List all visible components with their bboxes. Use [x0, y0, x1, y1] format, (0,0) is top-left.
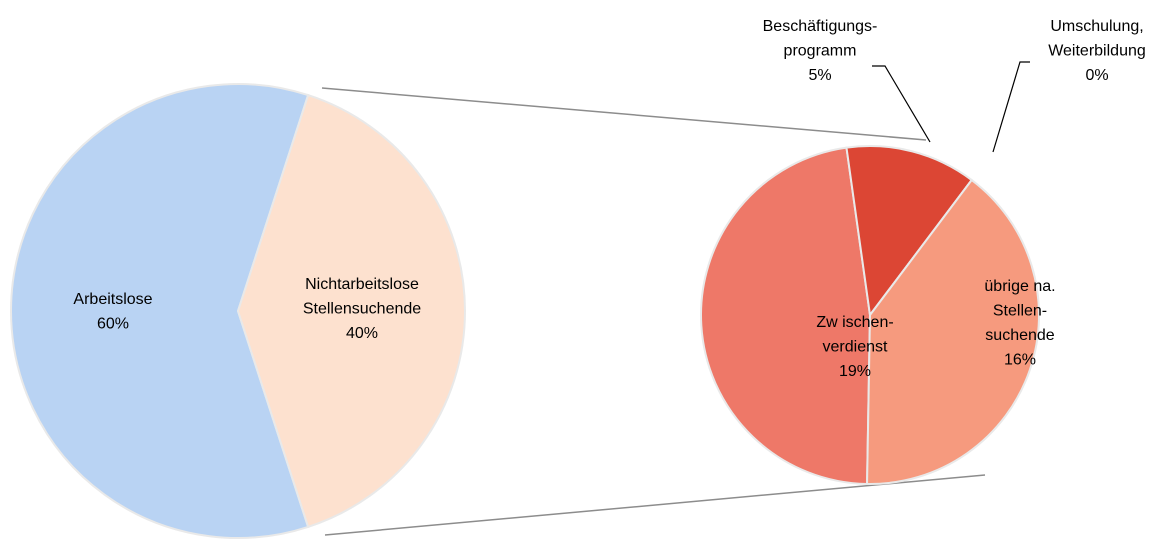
slice-value-label: 16% [1004, 352, 1036, 369]
leader-line [872, 65, 931, 143]
slice-label: suchende [985, 327, 1054, 344]
slice-value-label: 0% [1085, 67, 1108, 84]
pie-slice [866, 178, 1040, 485]
pie-slice [845, 145, 974, 318]
slice-value-label: 5% [808, 67, 831, 84]
connector-line [324, 474, 986, 536]
slice-label: verdienst [823, 339, 888, 356]
slice-label: Weiterbildung [1048, 43, 1146, 60]
leader-line [992, 61, 1030, 153]
slice-label: Nichtarbeitslose [305, 276, 419, 293]
slice-value-label: 19% [839, 363, 871, 380]
pie-slice [700, 146, 872, 485]
slice-label: Zw ischen- [816, 314, 893, 331]
slice-label: Umschulung, [1050, 18, 1143, 35]
slice-value-label: 40% [346, 325, 378, 342]
pie-slice [10, 83, 310, 539]
slice-label: programm [784, 43, 857, 60]
slice-label: Arbeitslose [73, 291, 152, 308]
pie-slice [236, 93, 466, 529]
slice-label: Beschäftigungs- [763, 18, 878, 35]
slice-label: Stellen- [993, 303, 1047, 320]
slice-label: übrige na. [984, 278, 1055, 295]
slice-value-label: 60% [97, 316, 129, 333]
connector-line [321, 87, 927, 141]
slice-label: Stellensuchende [303, 301, 421, 318]
